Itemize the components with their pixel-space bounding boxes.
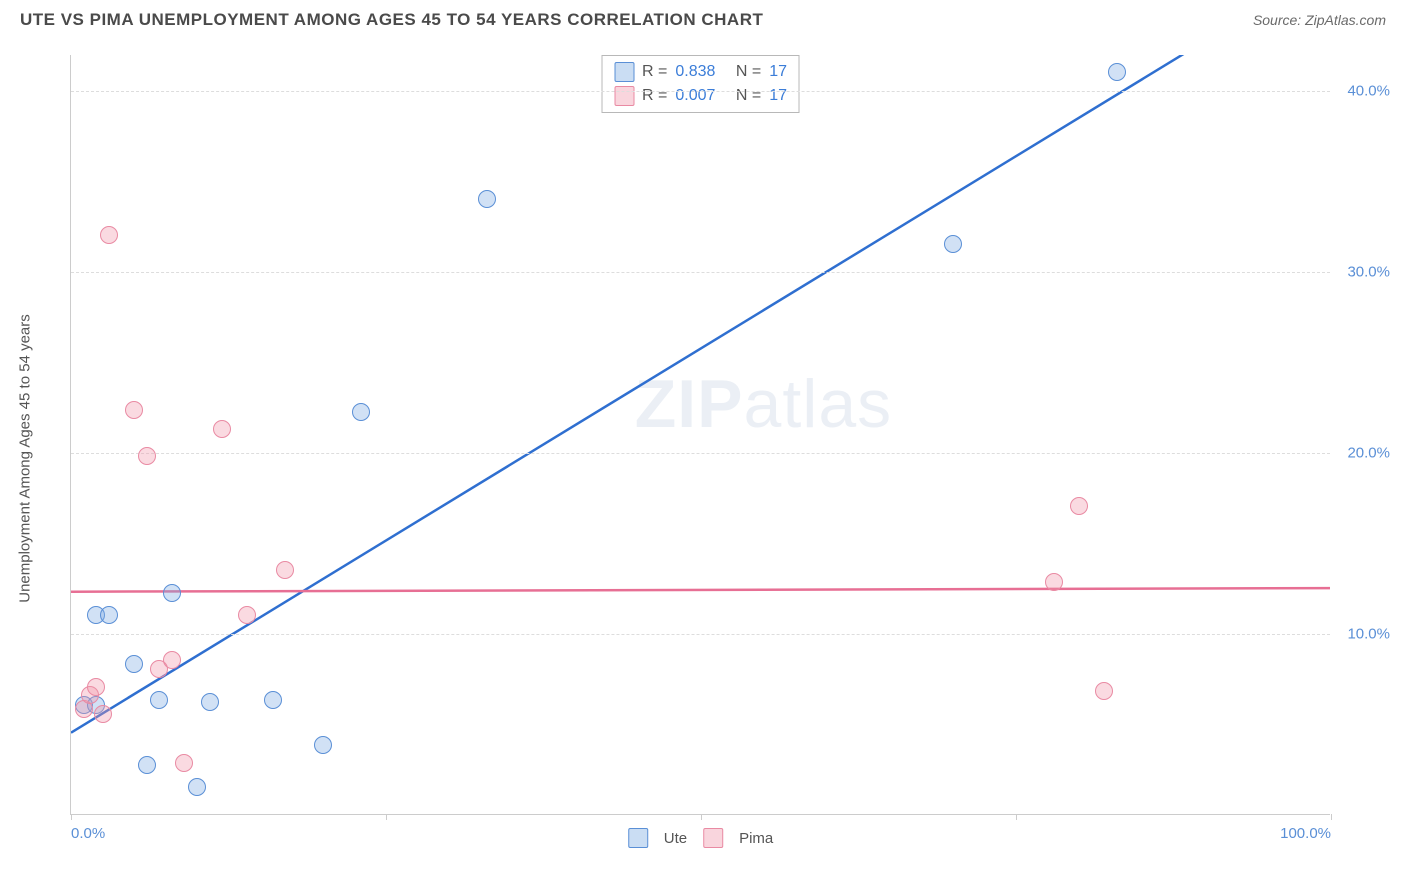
series-legend: Ute Pima (628, 828, 774, 848)
trend-line-ute (71, 55, 1330, 733)
scatter-point-ute (201, 693, 219, 711)
scatter-point-pima (163, 651, 181, 669)
pima-swatch-icon (703, 828, 723, 848)
scatter-point-pima (125, 401, 143, 419)
gridline (71, 453, 1330, 454)
scatter-point-ute (1108, 63, 1126, 81)
scatter-point-pima (87, 678, 105, 696)
correlation-chart: Unemployment Among Ages 45 to 54 years Z… (50, 45, 1390, 855)
y-tick-label: 10.0% (1347, 626, 1390, 643)
scatter-point-ute (150, 691, 168, 709)
n-value-ute: 17 (769, 63, 787, 81)
trend-line-pima (71, 588, 1330, 592)
x-tick (386, 814, 387, 820)
scatter-point-pima (213, 420, 231, 438)
watermark: ZIPatlas (635, 365, 892, 443)
y-tick-label: 40.0% (1347, 83, 1390, 100)
scatter-point-ute (163, 584, 181, 602)
x-tick (1016, 814, 1017, 820)
scatter-point-ute (138, 756, 156, 774)
scatter-point-ute (264, 691, 282, 709)
scatter-point-ute (944, 235, 962, 253)
ute-swatch-icon (628, 828, 648, 848)
x-tick (1331, 814, 1332, 820)
scatter-point-pima (276, 561, 294, 579)
gridline (71, 634, 1330, 635)
scatter-point-ute (352, 403, 370, 421)
gridline (71, 91, 1330, 92)
x-tick (701, 814, 702, 820)
scatter-point-pima (238, 606, 256, 624)
x-tick (71, 814, 72, 820)
chart-title: UTE VS PIMA UNEMPLOYMENT AMONG AGES 45 T… (20, 10, 763, 30)
scatter-point-pima (100, 226, 118, 244)
legend-label-pima: Pima (739, 830, 773, 847)
plot-area: ZIPatlas R = 0.838 N = 17 R = 0.007 N = … (70, 55, 1330, 815)
y-tick-label: 20.0% (1347, 445, 1390, 462)
scatter-point-ute (125, 655, 143, 673)
r-label: R = (642, 63, 667, 81)
x-tick-label: 0.0% (71, 825, 105, 842)
trend-lines (71, 55, 1330, 814)
gridline (71, 272, 1330, 273)
scatter-point-pima (1070, 497, 1088, 515)
scatter-point-pima (94, 705, 112, 723)
ute-swatch-icon (614, 62, 634, 82)
r-value-pima: 0.007 (675, 87, 715, 105)
r-label: R = (642, 87, 667, 105)
scatter-point-ute (314, 736, 332, 754)
stats-legend-row-ute: R = 0.838 N = 17 (614, 60, 787, 84)
stats-legend-row-pima: R = 0.007 N = 17 (614, 84, 787, 108)
pima-swatch-icon (614, 86, 634, 106)
scatter-point-ute (100, 606, 118, 624)
n-value-pima: 17 (769, 87, 787, 105)
legend-label-ute: Ute (664, 830, 687, 847)
source-attribution: Source: ZipAtlas.com (1253, 12, 1386, 28)
n-label: N = (736, 87, 761, 105)
scatter-point-pima (175, 754, 193, 772)
scatter-point-pima (1095, 682, 1113, 700)
y-tick-label: 30.0% (1347, 264, 1390, 281)
stats-legend: R = 0.838 N = 17 R = 0.007 N = 17 (601, 55, 800, 113)
scatter-point-pima (1045, 573, 1063, 591)
x-tick-label: 100.0% (1280, 825, 1331, 842)
scatter-point-ute (478, 190, 496, 208)
n-label: N = (736, 63, 761, 81)
r-value-ute: 0.838 (675, 63, 715, 81)
y-axis-label: Unemployment Among Ages 45 to 54 years (17, 314, 34, 603)
scatter-point-ute (188, 778, 206, 796)
scatter-point-pima (138, 447, 156, 465)
